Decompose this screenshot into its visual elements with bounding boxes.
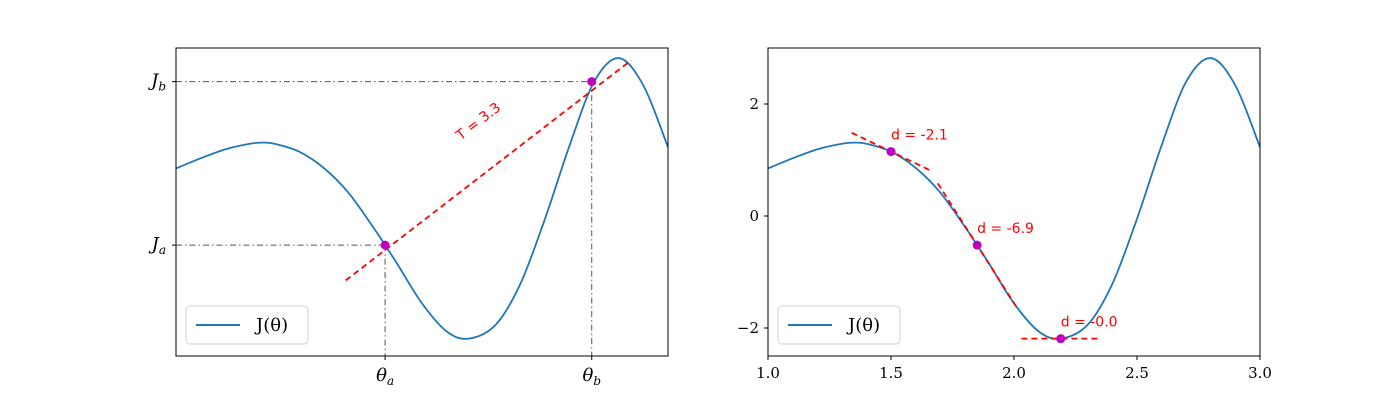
right-tangent-labels: d = -2.1 d = -6.9 d = -0.0 <box>891 128 1118 331</box>
left-y-tick-label: Jb <box>147 71 166 94</box>
right-y-tick-label: 2 <box>749 95 759 113</box>
right-data-point <box>886 147 896 157</box>
left-plot-area <box>176 57 668 340</box>
left-guide-lines <box>176 81 593 356</box>
left-legend: J(θ) <box>185 305 309 345</box>
right-legend-label: J(θ) <box>846 315 880 336</box>
left-ticks: θa θb Ja Jb <box>147 71 601 388</box>
right-x-tick-label: 3.0 <box>1248 364 1272 382</box>
left-legend-box <box>185 305 309 345</box>
right-data-point <box>1056 334 1066 344</box>
right-y-tick-label: −2 <box>737 319 759 337</box>
right-plot: d = -2.1 d = -6.9 d = -0.0 1.0 1.5 2.0 2.5 3.0… <box>737 47 1272 382</box>
left-secant-line <box>345 59 632 282</box>
left-axes-frame <box>175 47 669 357</box>
left-series-line <box>176 57 668 340</box>
secant-label: T = 3.3 <box>453 100 504 145</box>
left-x-tick-label: θa <box>376 365 394 388</box>
right-x-tick-label: 1.5 <box>879 364 903 382</box>
left-y-tick-label: Ja <box>148 234 166 257</box>
left-plot: θa θb Ja Jb J(θ) T = 3.3 <box>147 47 669 388</box>
right-x-tick-label: 2.0 <box>1002 364 1026 382</box>
right-legend: J(θ) <box>777 305 901 345</box>
right-series-line <box>768 57 1260 340</box>
right-data-point <box>972 240 982 250</box>
left-data-point <box>380 240 390 250</box>
tangent-label: d = -0.0 <box>1061 315 1118 331</box>
right-x-tick-label: 1.0 <box>756 364 780 382</box>
right-x-tick-label: 2.5 <box>1125 364 1149 382</box>
right-legend-box <box>777 305 901 345</box>
left-x-tick-label: θb <box>582 365 601 388</box>
right-y-tick-label: 0 <box>749 207 759 225</box>
right-ticks: 1.0 1.5 2.0 2.5 3.0 −2 0 2 <box>737 95 1272 382</box>
tangent-label: d = -6.9 <box>977 221 1034 237</box>
left-data-point <box>587 77 597 87</box>
tangent-label: d = -2.1 <box>891 128 948 144</box>
left-legend-label: J(θ) <box>254 315 288 336</box>
right-plot-area <box>768 57 1260 344</box>
